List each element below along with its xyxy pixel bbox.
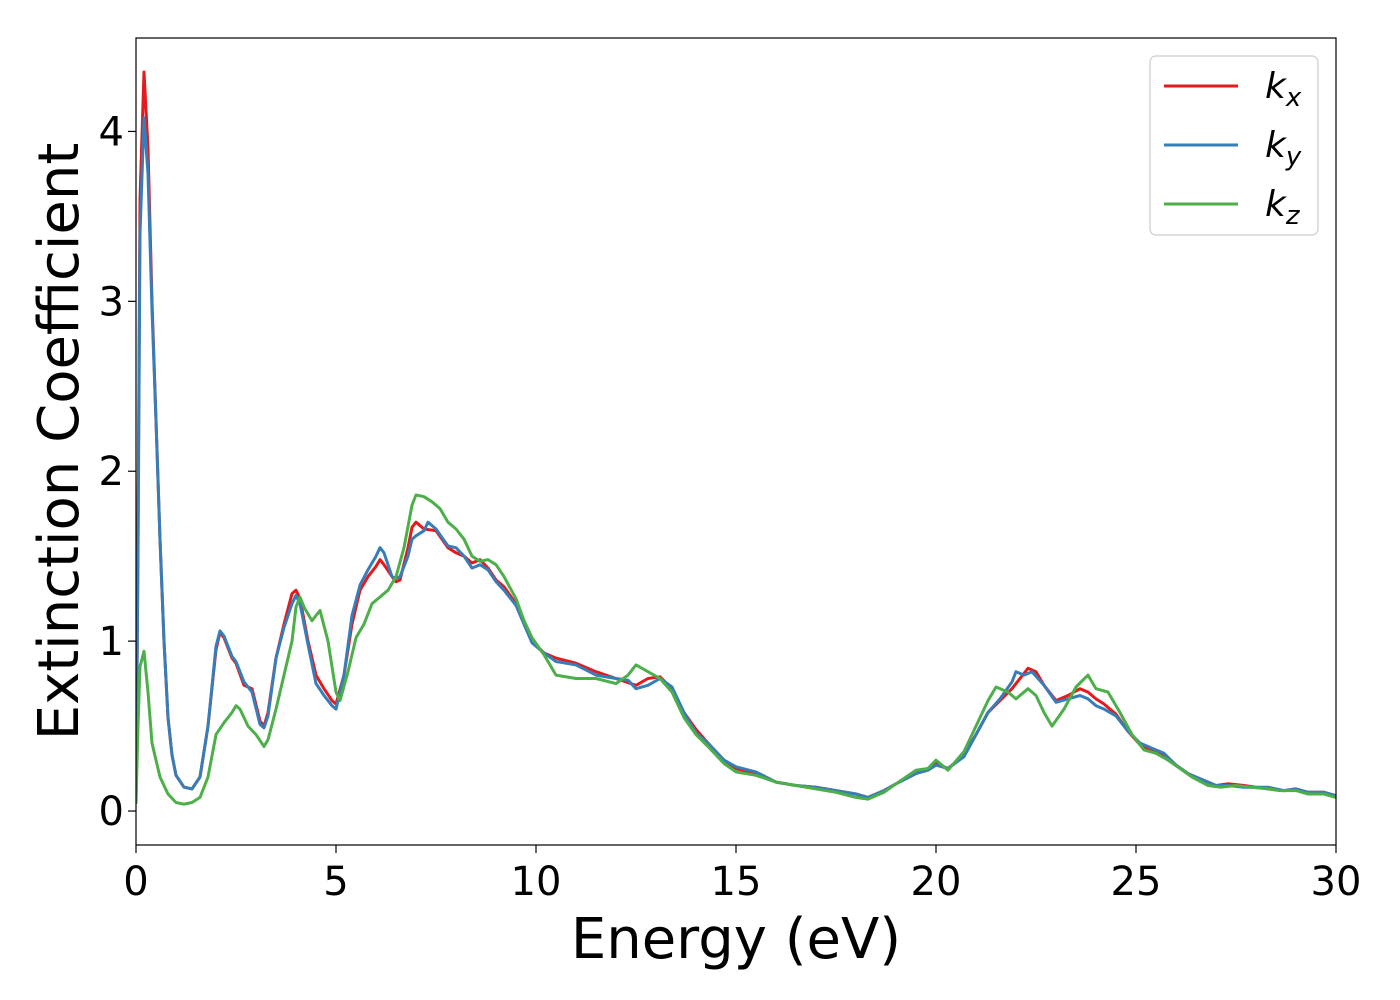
x-tick-label: 10	[511, 859, 562, 905]
series-line-ky	[136, 116, 1336, 804]
x-tick-label: 25	[1111, 859, 1162, 905]
legend-label-ky: ky	[1265, 125, 1302, 172]
y-tick-label: 3	[99, 279, 124, 325]
legend-label-subscript: x	[1285, 83, 1302, 113]
legend-label-main: k	[1265, 125, 1288, 166]
legend-label-subscript: y	[1285, 142, 1302, 172]
x-tick-label: 5	[323, 859, 348, 905]
x-tick-label: 20	[911, 859, 962, 905]
legend-label-subscript: z	[1285, 201, 1301, 231]
y-tick-label: 2	[99, 449, 124, 495]
legend-label-main: k	[1265, 184, 1288, 225]
x-axis-label: Energy (eV)	[571, 907, 901, 972]
x-tick-label: 15	[711, 859, 762, 905]
series-line-kz	[136, 493, 1336, 806]
y-tick-label: 4	[99, 109, 124, 155]
x-tick-label: 30	[1311, 859, 1362, 905]
y-tick-label: 1	[99, 619, 124, 665]
legend-label-kz: kz	[1265, 184, 1301, 231]
legend-label-kx: kx	[1265, 66, 1302, 113]
y-tick-label: 0	[99, 789, 124, 835]
legend-label-main: k	[1265, 66, 1288, 107]
y-axis-label: Extinction Coefficient	[27, 143, 92, 741]
x-tick-label: 0	[123, 859, 148, 905]
